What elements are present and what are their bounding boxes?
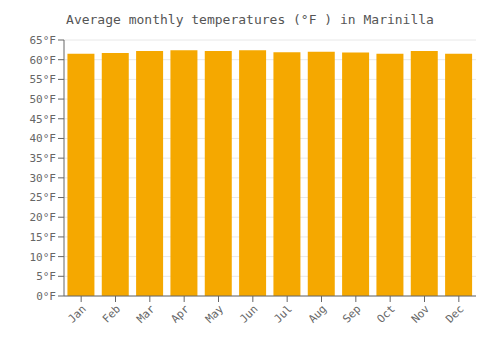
svg-text:10°F: 10°F: [30, 251, 57, 264]
svg-text:Nov: Nov: [409, 302, 433, 326]
svg-text:Mar: Mar: [134, 302, 158, 326]
svg-text:65°F: 65°F: [30, 34, 57, 47]
svg-text:Sep: Sep: [340, 302, 363, 325]
svg-text:50°F: 50°F: [30, 93, 57, 106]
svg-text:55°F: 55°F: [30, 73, 57, 86]
svg-text:Apr: Apr: [169, 302, 193, 326]
svg-text:5°F: 5°F: [36, 270, 56, 283]
svg-text:0°F: 0°F: [36, 290, 56, 303]
svg-text:45°F: 45°F: [30, 113, 57, 126]
svg-text:Aug: Aug: [306, 302, 329, 325]
svg-text:Oct: Oct: [375, 302, 398, 325]
svg-text:30°F: 30°F: [30, 172, 57, 185]
svg-text:Feb: Feb: [100, 302, 123, 325]
svg-text:Jul: Jul: [272, 302, 295, 325]
svg-text:Dec: Dec: [443, 302, 466, 325]
svg-text:25°F: 25°F: [30, 191, 57, 204]
svg-text:Jan: Jan: [66, 302, 89, 325]
html-text:Average monthly temperatures (: Average monthly temperatures (°F ) in Ma…: [66, 12, 434, 27]
svg-text:60°F: 60°F: [30, 54, 57, 67]
svg-text:May: May: [203, 302, 227, 326]
svg-text:15°F: 15°F: [30, 231, 57, 244]
svg-text:Jun: Jun: [237, 302, 260, 325]
svg-text:20°F: 20°F: [30, 211, 57, 224]
svg-text:40°F: 40°F: [30, 132, 57, 145]
svg-text:35°F: 35°F: [30, 152, 57, 165]
